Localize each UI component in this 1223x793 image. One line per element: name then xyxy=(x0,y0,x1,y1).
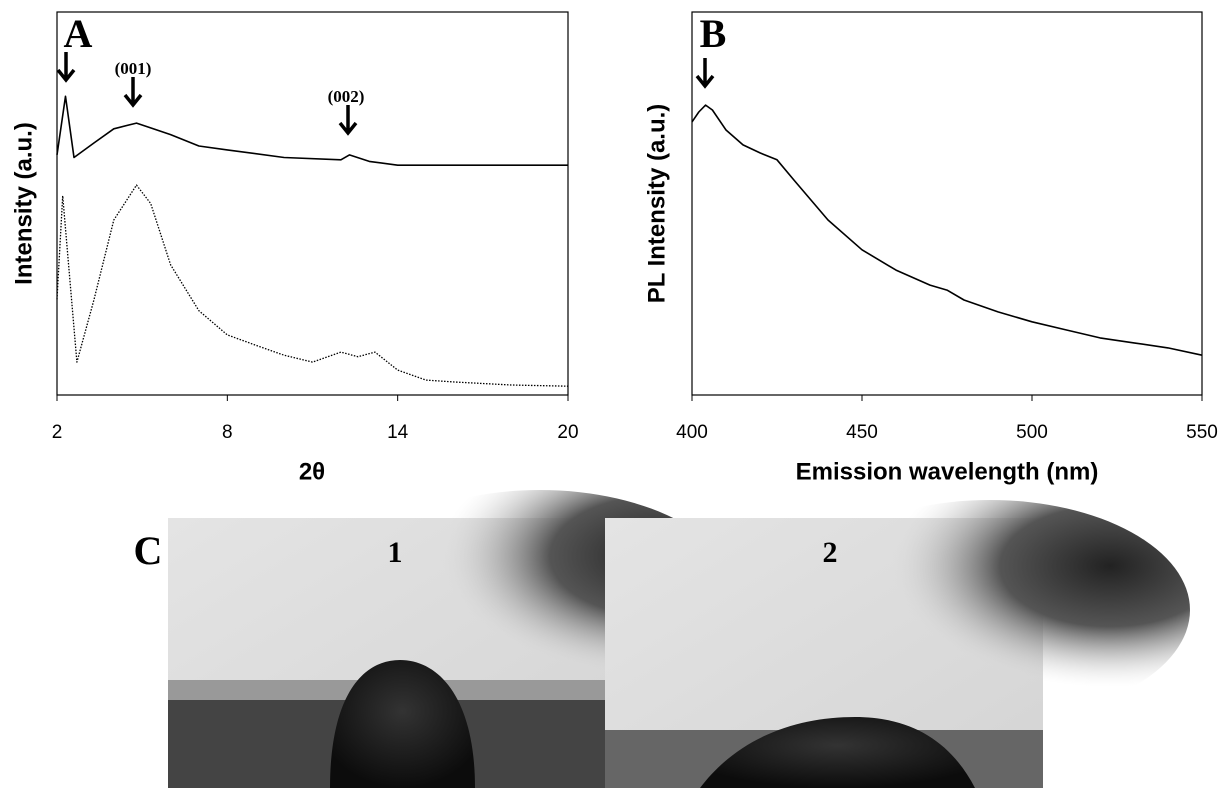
annotation: A xyxy=(64,11,93,56)
data-line xyxy=(56,184,569,387)
x-tick-label: 400 xyxy=(676,422,708,443)
x-axis-label: 2θ xyxy=(299,458,325,485)
photo-2 xyxy=(605,500,1190,788)
x-tick-label: 500 xyxy=(1016,422,1048,443)
annotation: (001) xyxy=(115,59,152,78)
x-tick-label: 14 xyxy=(387,422,409,443)
arrow xyxy=(695,58,715,89)
x-tick-label: 550 xyxy=(1186,422,1218,443)
x-tick-label: 2 xyxy=(52,422,63,443)
plot-frame xyxy=(691,11,1203,396)
data-line xyxy=(691,104,1203,356)
x-tick-label: 20 xyxy=(557,422,578,443)
plot-frame xyxy=(56,11,569,396)
y-axis-label: Intensity (a.u.) xyxy=(10,122,37,285)
arrow xyxy=(338,105,358,136)
image-label: 1 xyxy=(388,536,403,569)
x-axis-label: Emission wavelength (nm) xyxy=(796,458,1099,485)
x-tick-label: 450 xyxy=(846,422,878,443)
panel-label: C xyxy=(134,528,163,573)
arrow xyxy=(56,52,76,83)
annotation: (002) xyxy=(328,87,365,106)
data-line xyxy=(56,95,568,166)
y-axis-label: PL Intensity (a.u.) xyxy=(643,104,670,304)
annotation: B xyxy=(700,11,727,56)
x-tick-label: 8 xyxy=(222,422,233,443)
arrow xyxy=(123,77,143,108)
image-label: 2 xyxy=(823,536,838,569)
